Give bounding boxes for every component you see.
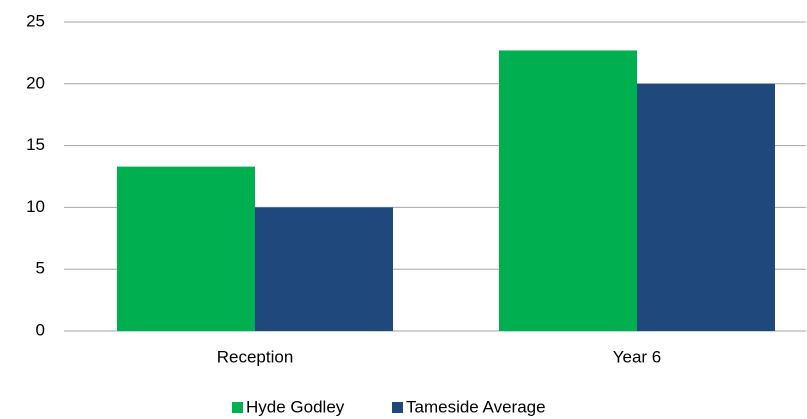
x-tick-label: Reception — [217, 347, 294, 366]
bar — [499, 50, 637, 331]
y-tick-label: 10 — [26, 197, 45, 216]
bar — [637, 83, 775, 331]
y-tick-label: 15 — [26, 135, 45, 154]
bar — [117, 166, 255, 331]
x-tick-label: Year 6 — [613, 347, 662, 366]
y-tick-label: 0 — [36, 320, 45, 339]
y-tick-label: 5 — [36, 259, 45, 278]
y-tick-label: 25 — [26, 11, 45, 30]
legend-label: Hyde Godley — [246, 397, 345, 416]
y-tick-label: 20 — [26, 73, 45, 92]
legend-swatch — [232, 402, 243, 413]
legend-label: Tameside Average — [406, 397, 546, 416]
bar — [255, 207, 393, 331]
legend-swatch — [392, 402, 403, 413]
